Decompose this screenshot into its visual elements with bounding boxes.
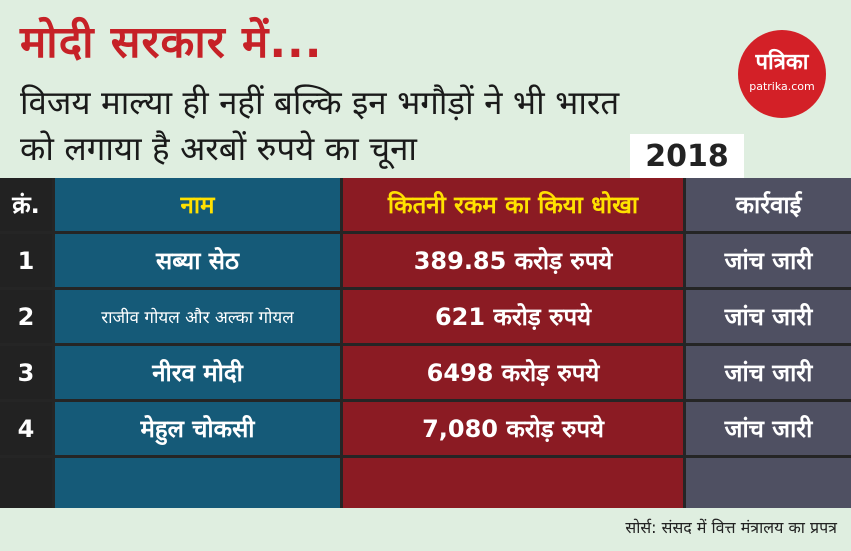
- row-1-name: सब्या सेठ: [55, 234, 340, 287]
- year-badge: 2018: [630, 134, 744, 180]
- empty-row-action: [686, 458, 851, 508]
- row-3-action: जांच जारी: [686, 346, 851, 399]
- patrika-logo: पत्रिका patrika.com: [738, 30, 826, 118]
- row-3-amount: 6498 करोड़ रुपये: [343, 346, 683, 399]
- row-2-amount: 621 करोड़ रुपये: [343, 290, 683, 343]
- row-3-name: नीरव मोदी: [55, 346, 340, 399]
- header-amount: कितनी रकम का किया धोखा: [343, 178, 683, 231]
- row-2-action: जांच जारी: [686, 290, 851, 343]
- row-2-name: राजीव गोयल और अल्का गोयल: [55, 290, 340, 343]
- fraud-table: क्रं. नाम कितनी रकम का किया धोखा कार्रवा…: [0, 178, 851, 508]
- empty-row-amount: [343, 458, 683, 508]
- row-3-serial: 3: [0, 346, 52, 399]
- row-1-serial: 1: [0, 234, 52, 287]
- row-4-name: मेहुल चोकसी: [55, 402, 340, 455]
- headline: मोदी सरकार में...: [20, 17, 323, 68]
- row-4-action: जांच जारी: [686, 402, 851, 455]
- row-2-serial: 2: [0, 290, 52, 343]
- row-1-action: जांच जारी: [686, 234, 851, 287]
- empty-row-name: [55, 458, 340, 508]
- logo-url: patrika.com: [749, 80, 815, 93]
- row-4-amount: 7,080 करोड़ रुपये: [343, 402, 683, 455]
- row-1-amount: 389.85 करोड़ रुपये: [343, 234, 683, 287]
- header-name: नाम: [55, 178, 340, 231]
- header-serial: क्रं.: [0, 178, 52, 231]
- source-note: सोर्स: संसद में वित्त मंत्रालय का प्रपत्…: [625, 518, 837, 537]
- header-action: कार्रवाई: [686, 178, 851, 231]
- row-4-serial: 4: [0, 402, 52, 455]
- logo-name: पत्रिका: [755, 50, 809, 75]
- subheadline: विजय माल्या ही नहीं बल्कि इन भगौड़ों ने …: [20, 83, 620, 168]
- empty-row-serial: [0, 458, 52, 508]
